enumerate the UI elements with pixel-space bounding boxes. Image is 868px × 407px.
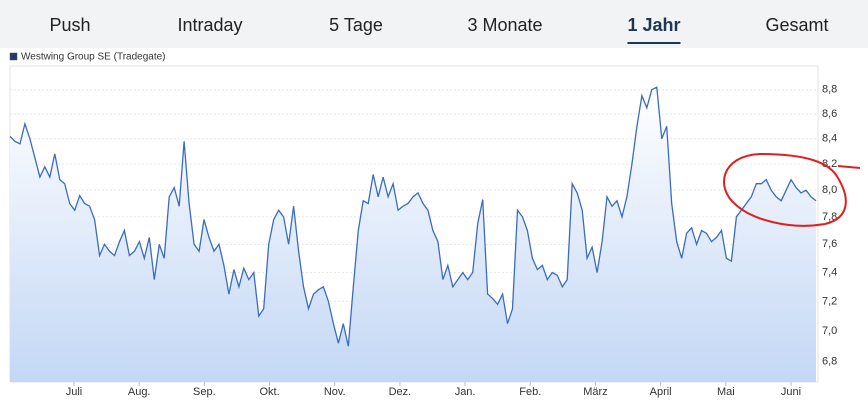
y-tick-label: 8,8 <box>822 84 837 96</box>
y-tick-label: 8,4 <box>822 133 837 145</box>
y-tick-label: 7,8 <box>822 211 837 223</box>
area <box>10 87 816 383</box>
x-tick-label: Okt. <box>259 386 279 398</box>
legend-swatch <box>9 52 18 61</box>
x-tick-label: Juli <box>66 386 83 398</box>
y-tick-label: 7,2 <box>822 295 837 307</box>
tab[interactable]: 1 Jahr <box>627 0 681 48</box>
x-tick-label: Nov. <box>324 386 346 398</box>
tab[interactable]: Push <box>49 15 91 35</box>
y-tick-label: 7,0 <box>822 325 837 337</box>
y-tick-label: 8,0 <box>822 184 837 196</box>
x-tick-label: Aug. <box>128 386 151 398</box>
x-tick-label: April <box>650 386 672 398</box>
x-tick-label: Jan. <box>455 386 476 398</box>
y-tick-label: 6,8 <box>822 356 837 368</box>
x-tick-label: Sep. <box>193 386 216 398</box>
tab-bar: Push Intraday 5 Tage 3 Monate 1 Jahr Gesamt <box>0 0 868 48</box>
line <box>9 86 817 347</box>
x-tick-label: Feb. <box>519 386 541 398</box>
x-tick-label: Juni <box>781 386 801 398</box>
tab[interactable]: Gesamt <box>765 15 829 35</box>
tab[interactable]: Intraday <box>177 15 243 35</box>
y-tick-label: 8,2 <box>822 158 837 170</box>
chart: 6,8 7,0 7,2 7,4 7,6 7,8 8,0 8,2 8,4 8,6 8,8 Westwin… <box>9 52 861 398</box>
x-tick-label: Mai <box>717 386 735 398</box>
y-tick-label: 7,6 <box>822 238 837 250</box>
tab[interactable]: 5 Tage <box>329 15 383 35</box>
y-tick-label: 8,6 <box>822 108 837 120</box>
x-tick-label: Dez. <box>389 386 412 398</box>
tab[interactable]: 3 Monate <box>467 15 543 35</box>
y-tick-label: 7,4 <box>822 266 837 278</box>
x-tick-label: März <box>583 386 607 398</box>
annotation-circle <box>723 153 861 227</box>
legend-label: Westwing Group SE (Tradegate) <box>21 52 166 63</box>
